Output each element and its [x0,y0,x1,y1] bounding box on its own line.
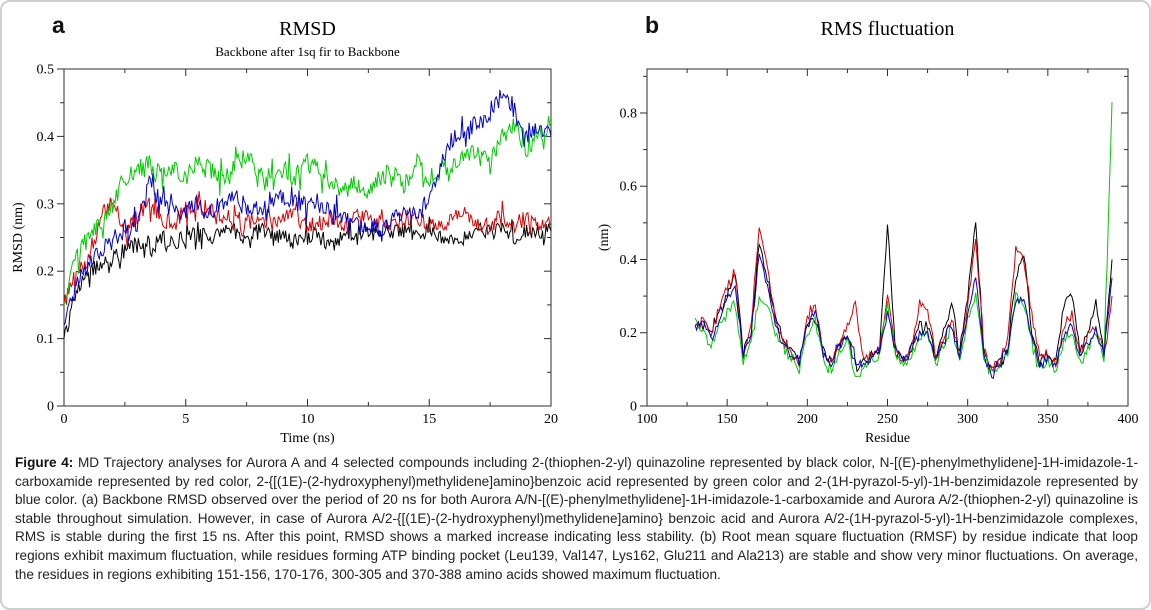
rmsd-chart-title: RMSD [279,18,336,40]
figure-caption: Figure 4: MD Trajectory analyses for Aur… [15,454,1138,584]
svg-text:0: 0 [61,412,68,427]
svg-text:0.3: 0.3 [37,197,55,212]
svg-text:0.4: 0.4 [37,130,55,145]
svg-text:0.6: 0.6 [620,180,638,195]
rmsf-chart-title: RMS fluctuation [820,18,955,40]
svg-text:100: 100 [637,412,658,427]
svg-text:150: 150 [717,412,738,427]
svg-text:0.5: 0.5 [37,63,55,78]
rmsd-chart: 0 5 10 15 20 0 0.1 0.2 0.3 0.4 0.5 Time (ns) RMSD (n… [11,63,558,447]
svg-text:RMSD (nm): RMSD (nm) [11,202,26,273]
svg-text:0.2: 0.2 [620,326,638,341]
svg-text:200: 200 [797,412,818,427]
svg-text:400: 400 [1118,412,1139,427]
svg-text:Time (ns): Time (ns) [280,431,335,446]
panel-a-label: a [52,12,65,38]
svg-text:10: 10 [301,412,315,427]
svg-text:0.8: 0.8 [620,106,638,121]
svg-text:250: 250 [877,412,898,427]
svg-text:0.2: 0.2 [37,265,55,280]
svg-text:20: 20 [544,412,558,427]
svg-text:5: 5 [182,412,189,427]
panel-b-label: b [645,12,660,38]
caption-body: MD Trajectory analyses for Aurora A and … [15,455,1138,582]
svg-text:0.1: 0.1 [37,332,55,347]
svg-text:300: 300 [957,412,978,427]
svg-text:15: 15 [422,412,436,427]
svg-text:(nm): (nm) [597,224,612,252]
svg-text:0.4: 0.4 [620,253,638,268]
rmsf-chart: 100 150 200 250 300 350 400 0 0.2 0.4 0.6 0.8 Residu… [597,68,1139,446]
caption-tag: Figure 4: [15,455,74,470]
svg-text:Residue: Residue [865,431,910,446]
svg-text:0: 0 [47,400,54,415]
rmsd-chart-subtitle: Backbone after 1sq fir to Backbone [215,44,400,59]
svg-text:350: 350 [1037,412,1058,427]
svg-text:0: 0 [630,400,637,415]
